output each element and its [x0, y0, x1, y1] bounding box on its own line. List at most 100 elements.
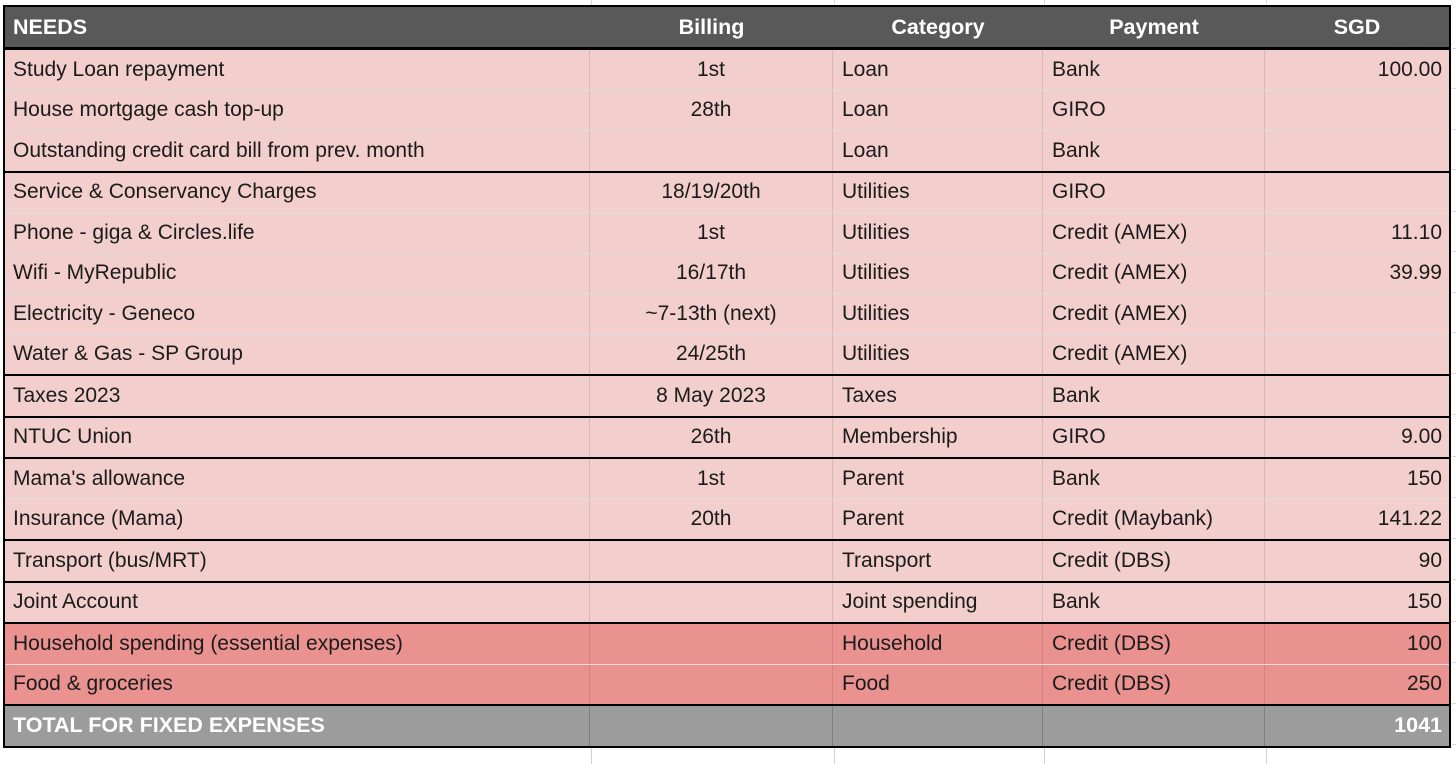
cell-payment[interactable]: Bank: [1043, 50, 1265, 90]
cell-needs[interactable]: NTUC Union: [5, 417, 590, 457]
cell-billing[interactable]: 16/17th: [590, 253, 833, 293]
cell-category[interactable]: Utilities: [833, 294, 1043, 334]
cell-payment[interactable]: Bank: [1043, 582, 1265, 622]
cell-category[interactable]: Household: [833, 624, 1043, 664]
cell-category[interactable]: Parent: [833, 499, 1043, 539]
cell-sgd[interactable]: 11.10: [1265, 213, 1449, 253]
cell-needs[interactable]: Transport (bus/MRT): [5, 541, 590, 581]
cell-sgd[interactable]: 250: [1265, 664, 1449, 704]
gridline: [1452, 414, 1456, 416]
cell-payment[interactable]: Credit (AMEX): [1043, 253, 1265, 293]
cell-sgd[interactable]: 150: [1265, 459, 1449, 499]
cell-needs[interactable]: Phone - giga & Circles.life: [5, 213, 590, 253]
cell-category[interactable]: Parent: [833, 459, 1043, 499]
cell-billing[interactable]: 1st: [590, 213, 833, 253]
cell-payment[interactable]: GIRO: [1043, 90, 1265, 130]
gridline: [1452, 129, 1456, 131]
cell-needs[interactable]: Taxes 2023: [5, 376, 590, 416]
cell-category[interactable]: Taxes: [833, 376, 1043, 416]
gridline: [1452, 703, 1456, 705]
total-payment-cell[interactable]: [1043, 706, 1265, 746]
cell-sgd[interactable]: 39.99: [1265, 253, 1449, 293]
cell-payment[interactable]: Credit (AMEX): [1043, 294, 1265, 334]
cell-billing[interactable]: [590, 624, 833, 664]
cell-needs[interactable]: Service & Conservancy Charges: [5, 172, 590, 212]
cell-sgd[interactable]: [1265, 376, 1449, 416]
total-category-cell[interactable]: [833, 706, 1043, 746]
cell-payment[interactable]: Credit (DBS): [1043, 664, 1265, 704]
cell-payment[interactable]: Credit (AMEX): [1043, 213, 1265, 253]
cell-category[interactable]: Loan: [833, 50, 1043, 90]
cell-payment[interactable]: GIRO: [1043, 417, 1265, 457]
cell-billing[interactable]: 1st: [590, 459, 833, 499]
cell-needs[interactable]: Mama's allowance: [5, 459, 590, 499]
cell-payment[interactable]: Credit (DBS): [1043, 541, 1265, 581]
cell-sgd[interactable]: 100: [1265, 624, 1449, 664]
header-category[interactable]: Category: [833, 7, 1043, 47]
cell-category[interactable]: Transport: [833, 541, 1043, 581]
cell-billing[interactable]: [590, 664, 833, 704]
cell-needs[interactable]: Food & groceries: [5, 664, 590, 704]
cell-payment[interactable]: GIRO: [1043, 172, 1265, 212]
cell-category[interactable]: Membership: [833, 417, 1043, 457]
table-row: NTUC Union 26th Membership GIRO 9.00: [5, 415, 1449, 457]
header-payment[interactable]: Payment: [1043, 7, 1265, 47]
header-needs[interactable]: NEEDS: [5, 7, 590, 47]
cell-billing[interactable]: 28th: [590, 90, 833, 130]
cell-sgd[interactable]: 9.00: [1265, 417, 1449, 457]
gridline: [1452, 211, 1456, 213]
cell-payment[interactable]: Bank: [1043, 459, 1265, 499]
cell-sgd[interactable]: 150: [1265, 582, 1449, 622]
cell-needs[interactable]: Wifi - MyRepublic: [5, 253, 590, 293]
total-billing-cell[interactable]: [590, 706, 833, 746]
cell-billing[interactable]: 20th: [590, 499, 833, 539]
cell-sgd[interactable]: [1265, 90, 1449, 130]
gridline: [1043, 748, 1045, 764]
cell-billing[interactable]: 1st: [590, 50, 833, 90]
cell-billing[interactable]: 8 May 2023: [590, 376, 833, 416]
table-row: Phone - giga & Circles.life 1st Utilitie…: [5, 212, 1449, 253]
cell-billing[interactable]: 26th: [590, 417, 833, 457]
header-sgd[interactable]: SGD: [1265, 7, 1449, 47]
cell-category[interactable]: Loan: [833, 131, 1043, 171]
cell-sgd[interactable]: [1265, 131, 1449, 171]
cell-payment[interactable]: Credit (AMEX): [1043, 334, 1265, 374]
cell-sgd[interactable]: 90: [1265, 541, 1449, 581]
cell-category[interactable]: Loan: [833, 90, 1043, 130]
cell-payment[interactable]: Bank: [1043, 376, 1265, 416]
cell-payment[interactable]: Credit (Maybank): [1043, 499, 1265, 539]
total-label-cell[interactable]: TOTAL FOR FIXED EXPENSES: [5, 706, 590, 746]
cell-needs[interactable]: Joint Account: [5, 582, 590, 622]
cell-needs[interactable]: Insurance (Mama): [5, 499, 590, 539]
cell-sgd[interactable]: [1265, 334, 1449, 374]
cell-needs[interactable]: Water & Gas - SP Group: [5, 334, 590, 374]
cell-needs[interactable]: Household spending (essential expenses): [5, 624, 590, 664]
cell-sgd[interactable]: 100.00: [1265, 50, 1449, 90]
cell-needs[interactable]: Outstanding credit card bill from prev. …: [5, 131, 590, 171]
cell-payment[interactable]: Bank: [1043, 131, 1265, 171]
cell-billing[interactable]: [590, 582, 833, 622]
gridline: [1452, 373, 1456, 375]
cell-category[interactable]: Utilities: [833, 253, 1043, 293]
cell-billing[interactable]: 18/19/20th: [590, 172, 833, 212]
cell-sgd[interactable]: [1265, 172, 1449, 212]
table-row: Water & Gas - SP Group 24/25th Utilities…: [5, 333, 1449, 374]
cell-sgd[interactable]: [1265, 294, 1449, 334]
cell-category[interactable]: Food: [833, 664, 1043, 704]
cell-needs[interactable]: Study Loan repayment: [5, 50, 590, 90]
cell-billing[interactable]: [590, 541, 833, 581]
cell-billing[interactable]: 24/25th: [590, 334, 833, 374]
cell-category[interactable]: Utilities: [833, 334, 1043, 374]
cell-category[interactable]: Joint spending: [833, 582, 1043, 622]
cell-billing[interactable]: ~7-13th (next): [590, 294, 833, 334]
cell-payment[interactable]: Credit (DBS): [1043, 624, 1265, 664]
cell-needs[interactable]: House mortgage cash top-up: [5, 90, 590, 130]
cell-billing[interactable]: [590, 131, 833, 171]
cell-category[interactable]: Utilities: [833, 172, 1043, 212]
gridline: [1452, 456, 1456, 458]
cell-needs[interactable]: Electricity - Geneco: [5, 294, 590, 334]
total-sgd-cell[interactable]: 1041: [1265, 706, 1449, 746]
header-billing[interactable]: Billing: [590, 7, 833, 47]
cell-category[interactable]: Utilities: [833, 213, 1043, 253]
cell-sgd[interactable]: 141.22: [1265, 499, 1449, 539]
